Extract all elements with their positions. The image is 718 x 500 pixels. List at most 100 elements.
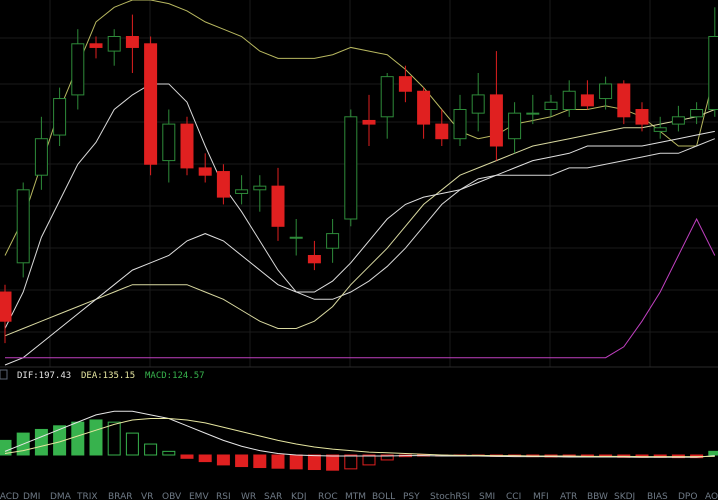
candle[interactable] xyxy=(617,83,631,118)
macd-bar[interactable] xyxy=(216,454,230,466)
tab-macd[interactable]: MACD xyxy=(0,492,19,500)
collapse-icon[interactable] xyxy=(0,369,8,380)
candle[interactable] xyxy=(198,167,212,176)
tab-mtm[interactable]: MTM xyxy=(345,492,366,500)
macd-bar[interactable] xyxy=(89,419,103,456)
tab-dpo[interactable]: DPO xyxy=(678,492,697,500)
candle[interactable] xyxy=(653,127,667,132)
macd-panel[interactable] xyxy=(0,410,718,471)
candle[interactable] xyxy=(471,94,485,114)
macd-bar[interactable] xyxy=(144,443,158,456)
macd-bar[interactable] xyxy=(708,450,718,456)
candle[interactable] xyxy=(16,189,30,264)
candle[interactable] xyxy=(526,112,540,115)
candle[interactable] xyxy=(144,43,158,165)
candle[interactable] xyxy=(289,236,303,239)
macd-bar[interactable] xyxy=(271,454,285,469)
tab-bias[interactable]: BIAS xyxy=(647,492,668,500)
candle[interactable] xyxy=(34,138,48,176)
candle[interactable] xyxy=(271,185,285,227)
tab-trix[interactable]: TRIX xyxy=(76,492,98,500)
dif-line xyxy=(4,410,715,458)
tab-skdj[interactable]: SKDJ xyxy=(614,492,635,500)
macd-bar[interactable] xyxy=(34,428,48,456)
macd-bar[interactable] xyxy=(380,454,394,461)
candle[interactable] xyxy=(599,83,613,100)
tab-dmi[interactable]: DMI xyxy=(23,492,40,500)
candle[interactable] xyxy=(71,43,85,96)
macd-label: MACD:124.57 xyxy=(145,371,205,381)
tab-sar[interactable]: SAR xyxy=(264,492,282,500)
tab-ao[interactable]: AO xyxy=(705,492,718,500)
tab-bbw[interactable]: BBW xyxy=(587,492,608,500)
candle[interactable] xyxy=(690,109,704,118)
ma_a-line xyxy=(4,109,715,337)
indicator-tabs: MACD DMI DMA TRIX BRAR VR OBV EMV RSI WR SAR KDJ ROC… xyxy=(0,492,718,500)
candle[interactable] xyxy=(107,36,121,52)
macd-bar[interactable] xyxy=(307,454,321,471)
candle[interactable] xyxy=(671,116,685,125)
tab-wr[interactable]: WR xyxy=(241,492,256,500)
candle[interactable] xyxy=(362,119,376,125)
candle[interactable] xyxy=(453,109,467,140)
macd-bar[interactable] xyxy=(326,454,340,471)
tab-roc[interactable]: ROC xyxy=(318,492,338,500)
macd-bar[interactable] xyxy=(71,421,85,456)
candle[interactable] xyxy=(435,123,449,140)
tab-smi[interactable]: SMI xyxy=(479,492,495,500)
candle[interactable] xyxy=(53,98,67,136)
tab-kdj[interactable]: KDJ xyxy=(291,492,307,500)
tab-stochrsi[interactable]: StochRSI xyxy=(430,492,470,500)
tab-psy[interactable]: PSY xyxy=(403,492,420,500)
candle[interactable] xyxy=(89,43,103,48)
macd-bar[interactable] xyxy=(344,454,358,470)
grid xyxy=(0,0,718,367)
tab-emv[interactable]: EMV xyxy=(189,492,209,500)
tab-brar[interactable]: BRAR xyxy=(108,492,132,500)
macd-bar[interactable] xyxy=(235,454,249,468)
macd-bar[interactable] xyxy=(0,439,12,456)
tab-cci[interactable]: CCI xyxy=(506,492,521,500)
candle[interactable] xyxy=(708,36,718,110)
candle[interactable] xyxy=(0,291,12,322)
candle[interactable] xyxy=(216,171,230,198)
candle[interactable] xyxy=(326,233,340,249)
candle[interactable] xyxy=(125,36,139,48)
macd-bar[interactable] xyxy=(289,454,303,470)
macd-bar[interactable] xyxy=(198,454,212,463)
candle[interactable] xyxy=(417,90,431,125)
candle[interactable] xyxy=(580,94,594,107)
macd-bar[interactable] xyxy=(125,432,139,456)
candle[interactable] xyxy=(380,76,394,118)
candle[interactable] xyxy=(562,90,576,110)
macd-bar[interactable] xyxy=(162,450,176,456)
tab-obv[interactable]: OBV xyxy=(162,492,182,500)
candle[interactable] xyxy=(398,76,412,92)
candle[interactable] xyxy=(635,109,649,125)
tab-boll[interactable]: BOLL xyxy=(372,492,395,500)
price-panel[interactable] xyxy=(0,0,718,366)
tab-mfi[interactable]: MFI xyxy=(533,492,549,500)
tab-vr[interactable]: VR xyxy=(141,492,153,500)
dea-line xyxy=(4,418,715,458)
candle[interactable] xyxy=(180,123,194,169)
macd-bar[interactable] xyxy=(180,454,194,459)
candle[interactable] xyxy=(344,116,358,220)
tab-rsi[interactable]: RSI xyxy=(216,492,231,500)
candle[interactable] xyxy=(253,185,267,191)
ma_b-line xyxy=(4,130,715,366)
candle[interactable] xyxy=(544,101,558,110)
magenta-line xyxy=(5,217,716,359)
macd-bar[interactable] xyxy=(362,454,376,466)
macd-bar[interactable] xyxy=(107,421,121,456)
candle[interactable] xyxy=(307,255,321,264)
candle[interactable] xyxy=(489,94,503,147)
candle[interactable] xyxy=(162,123,176,162)
tab-atr[interactable]: ATR xyxy=(560,492,577,500)
macd-bar[interactable] xyxy=(253,454,267,469)
candle[interactable] xyxy=(508,112,522,140)
candle[interactable] xyxy=(235,189,249,194)
tab-dma[interactable]: DMA xyxy=(50,492,72,500)
